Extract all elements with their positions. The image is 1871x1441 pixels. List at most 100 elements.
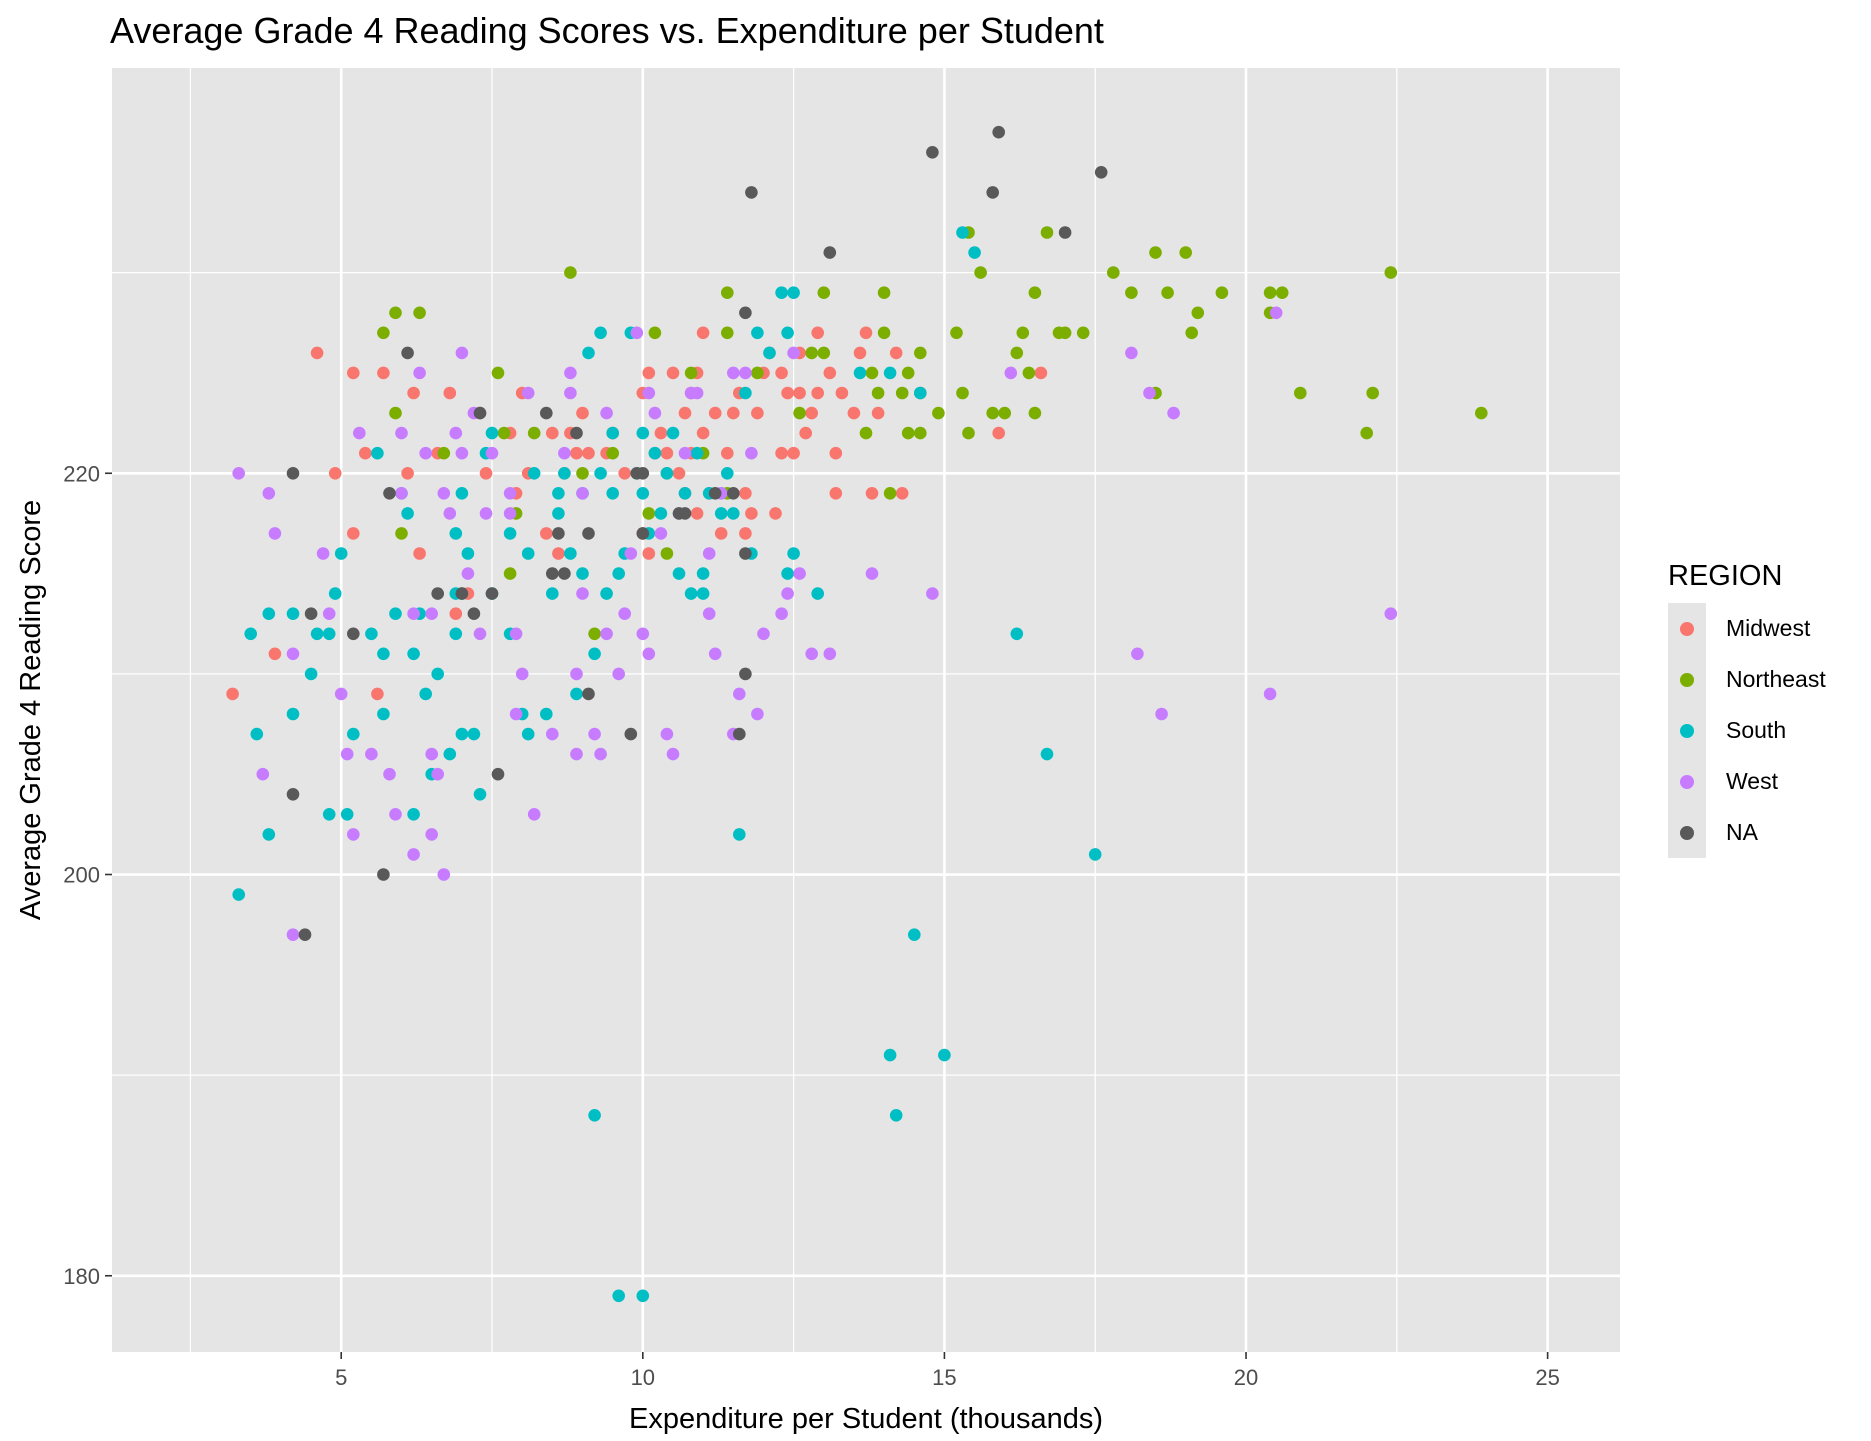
point-west (268, 527, 282, 540)
point-midwest (690, 507, 704, 520)
point-northeast (877, 286, 891, 300)
point-midwest (377, 366, 390, 380)
data-points (226, 125, 1488, 1303)
point-west (1125, 346, 1138, 360)
point-northeast (564, 266, 577, 279)
point-west (865, 567, 879, 580)
point-midwest (449, 607, 463, 620)
point-na (540, 406, 553, 420)
point-west (775, 607, 788, 620)
point-west (612, 667, 625, 681)
point-west (636, 627, 650, 641)
point-south (365, 627, 378, 641)
point-midwest (678, 406, 692, 420)
plot-panel (112, 68, 1620, 1352)
point-south (1040, 747, 1054, 761)
point-south (1088, 848, 1102, 861)
point-south (763, 346, 776, 360)
point-northeast (1016, 326, 1030, 340)
point-midwest (696, 426, 710, 440)
legend-key (1668, 603, 1706, 654)
legend-dot (1680, 775, 1694, 789)
y-axis-label: Average Grade 4 Reading Score (15, 500, 47, 920)
point-south (696, 587, 710, 600)
point-midwest (714, 527, 728, 540)
point-na (304, 607, 318, 620)
point-west (654, 527, 668, 540)
point-west (630, 326, 644, 340)
point-west (365, 747, 378, 761)
point-south (751, 326, 764, 340)
point-northeast (859, 426, 873, 440)
point-south (727, 507, 740, 520)
point-west (1167, 406, 1180, 420)
point-midwest (739, 527, 752, 540)
point-midwest (769, 507, 782, 520)
point-northeast (956, 386, 969, 400)
point-northeast (684, 366, 698, 380)
point-south (787, 547, 800, 560)
point-south (262, 828, 276, 841)
x-tick-label: 25 (1535, 1365, 1559, 1390)
point-west (347, 828, 360, 841)
point-na (986, 186, 999, 199)
point-south (684, 587, 698, 600)
point-na (455, 587, 469, 600)
point-northeast (1028, 286, 1042, 300)
point-northeast (1360, 426, 1373, 440)
point-west (521, 386, 535, 400)
point-northeast (871, 386, 885, 400)
point-midwest (359, 446, 372, 460)
point-na (678, 507, 692, 520)
legend-dot (1680, 622, 1694, 636)
chart-title: Average Grade 4 Reading Scores vs. Expen… (110, 10, 1104, 51)
point-west (425, 828, 439, 841)
point-south (340, 808, 354, 821)
point-na (431, 587, 445, 600)
point-south (733, 828, 746, 841)
point-west (485, 446, 499, 460)
grid-lines (112, 68, 1620, 1352)
point-south (527, 467, 541, 480)
point-northeast (1107, 266, 1120, 279)
point-northeast (901, 366, 915, 380)
legend-label: Northeast (1726, 666, 1826, 692)
point-northeast (1125, 286, 1138, 300)
point-south (521, 727, 535, 741)
point-west (503, 507, 517, 520)
point-west (660, 727, 674, 741)
point-northeast (950, 326, 963, 340)
point-west (322, 607, 336, 620)
point-west (407, 607, 420, 620)
point-west (805, 647, 818, 661)
point-west (262, 487, 276, 500)
point-west (702, 547, 716, 560)
point-northeast (932, 406, 945, 420)
point-west (437, 487, 451, 500)
point-na (636, 467, 650, 480)
point-south (552, 507, 565, 520)
point-na (1094, 166, 1108, 179)
legend-item-midwest: Midwest (1668, 603, 1826, 654)
point-south (377, 707, 390, 721)
point-west (479, 507, 493, 520)
point-northeast (642, 507, 656, 520)
point-south (540, 707, 553, 721)
legend-dot (1680, 673, 1694, 687)
point-na (636, 527, 650, 540)
point-south (775, 286, 788, 300)
point-west (642, 386, 656, 400)
point-northeast (721, 326, 734, 340)
point-west (407, 848, 420, 861)
point-northeast (901, 426, 915, 440)
y-tick-label: 200 (63, 863, 100, 888)
point-midwest (226, 687, 239, 701)
point-midwest (660, 446, 674, 460)
point-northeast (527, 426, 541, 440)
point-northeast (1263, 286, 1277, 300)
point-northeast (588, 627, 601, 641)
point-northeast (974, 266, 987, 279)
legend-key (1668, 705, 1706, 756)
point-south (853, 366, 867, 380)
point-midwest (895, 487, 909, 500)
